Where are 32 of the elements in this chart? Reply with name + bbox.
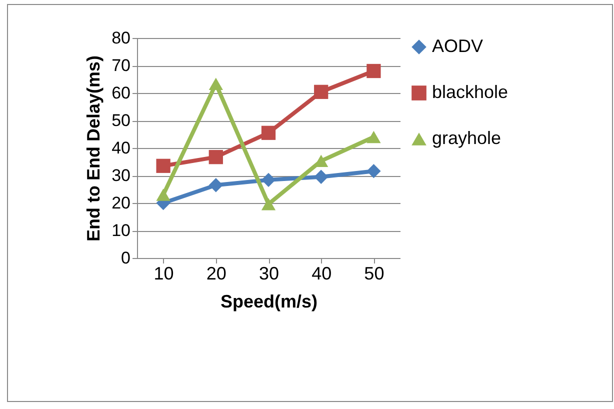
x-tick-label: 10	[154, 264, 174, 284]
y-axis-title: End to End Delay(ms)	[84, 55, 104, 242]
point	[366, 64, 381, 78]
y-tick-label: 0	[121, 248, 130, 268]
legend-label: grayhole	[432, 128, 502, 148]
y-tick-label: 70	[112, 56, 130, 75]
point	[156, 158, 170, 173]
point	[261, 198, 276, 210]
x-tick-label: 30	[258, 264, 280, 284]
point	[366, 130, 381, 144]
y-tick-label: 80	[112, 28, 130, 48]
point	[208, 78, 223, 90]
point	[208, 178, 223, 192]
point	[314, 170, 328, 184]
point	[208, 150, 223, 164]
point	[261, 126, 276, 140]
x-tick-label: 40	[312, 264, 332, 284]
point	[261, 172, 276, 187]
y-tick-label: 40	[112, 138, 130, 158]
x-tick-label: 20	[206, 264, 226, 284]
y-tick-label: 10	[112, 221, 130, 240]
y-tick-label: 60	[112, 84, 130, 102]
y-tick-label: 20	[112, 194, 130, 212]
legend-label: blackhole	[432, 82, 508, 102]
point	[314, 84, 328, 99]
legend-label: AODV	[432, 36, 484, 56]
point	[366, 164, 381, 178]
x-tick-label: 50	[364, 264, 384, 284]
y-tick-label: 30	[112, 166, 130, 185]
x-axis-title: Speed(m/s)	[220, 292, 318, 312]
point	[156, 188, 170, 201]
y-tick-label: 50	[112, 111, 130, 130]
